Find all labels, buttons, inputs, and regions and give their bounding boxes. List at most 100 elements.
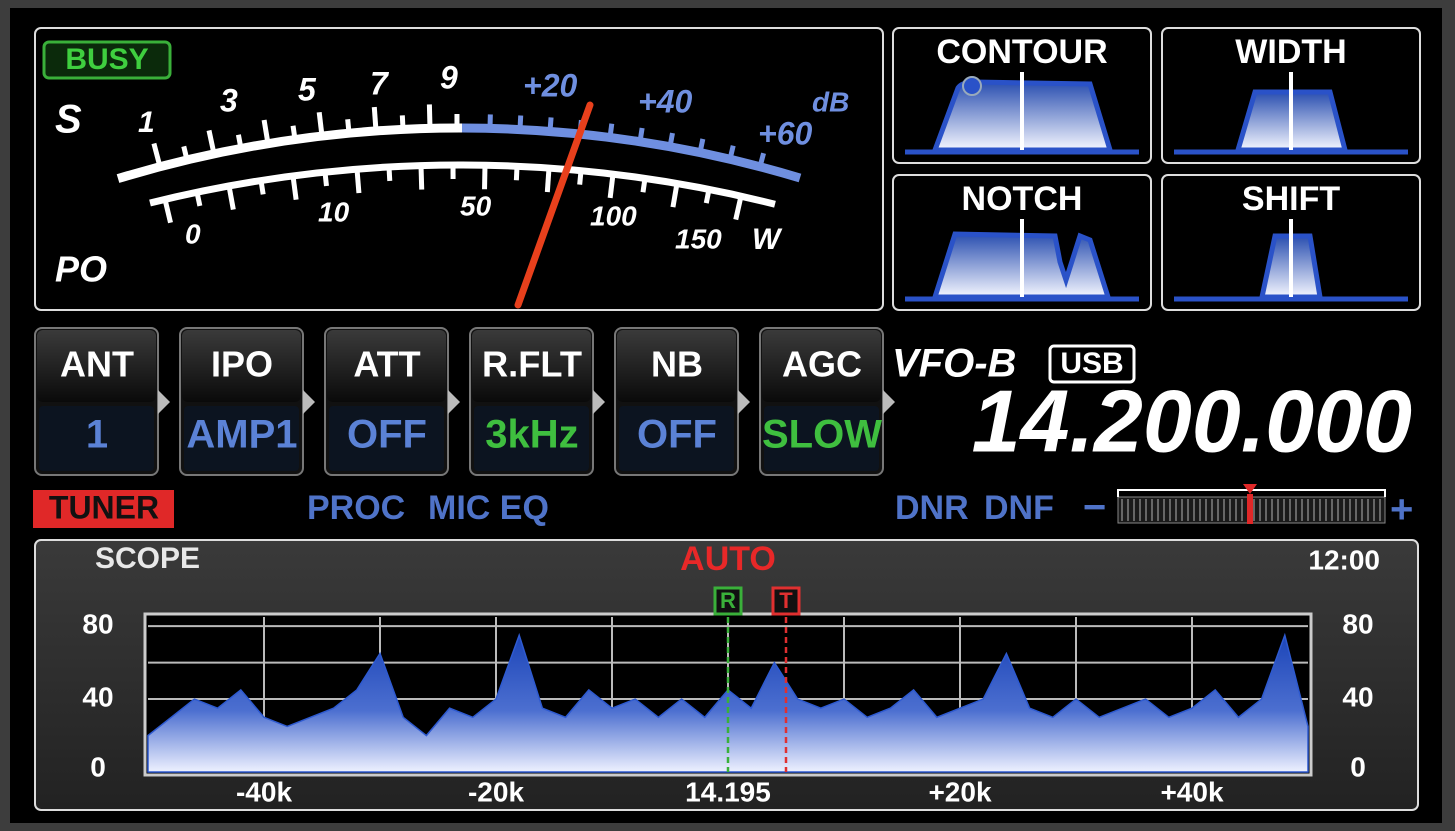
button-bottom	[39, 406, 154, 471]
minus: −	[1083, 486, 1106, 530]
y-tick-label: 0	[90, 751, 106, 782]
y-tick-label: 40	[82, 681, 113, 712]
meter-tick	[290, 175, 299, 201]
meter-tick	[194, 191, 203, 207]
meter-tick	[703, 188, 712, 204]
button-arrow	[738, 390, 750, 414]
button-top	[762, 330, 881, 402]
meter-tick	[517, 115, 524, 130]
meter-tick	[258, 180, 266, 195]
button-bottom	[474, 406, 589, 471]
button-arrow	[158, 390, 170, 414]
busy-badge	[42, 40, 172, 80]
dnf: DNF	[984, 489, 1054, 527]
filter-label: NOTCH	[962, 180, 1083, 218]
frequency: 14.200.000	[972, 371, 1412, 470]
meter-tick	[290, 125, 298, 140]
meter-tick	[607, 173, 616, 199]
meter-tick	[733, 195, 744, 221]
x-tick-label: -40k	[236, 776, 292, 807]
x-tick-label: +20k	[928, 776, 991, 807]
po-scale: 0	[185, 218, 201, 249]
scope-mode: AUTO	[680, 540, 776, 578]
x-tick-label: -20k	[468, 776, 524, 807]
meter-tick	[386, 166, 393, 182]
meter-tick	[426, 104, 433, 129]
meter-tick	[670, 183, 680, 208]
button-value: OFF	[347, 413, 427, 457]
s-scale: 9	[440, 59, 458, 95]
button-top	[617, 330, 736, 402]
marker-badge	[713, 586, 743, 616]
db-scale: +20	[523, 67, 577, 103]
button-value: 3kHz	[485, 413, 578, 457]
meter-tick	[354, 168, 362, 194]
button-top	[37, 330, 156, 402]
button-label: NB	[651, 344, 703, 385]
meter-arc	[461, 123, 802, 183]
y-tick-label: 40	[1342, 681, 1373, 712]
po-scale: 50	[460, 190, 492, 221]
po-unit: W	[752, 223, 783, 256]
po-scale: 100	[590, 200, 637, 231]
button-arrow	[593, 390, 605, 414]
meter-tick	[151, 142, 163, 168]
meter-tick	[577, 170, 584, 185]
button-bottom	[619, 406, 734, 471]
meter-arc	[149, 161, 776, 208]
meter-tick	[399, 115, 406, 130]
db-scale: +60	[758, 115, 812, 151]
dnr: DNR	[895, 489, 969, 527]
button-top	[182, 330, 301, 402]
slider-pos	[1247, 494, 1253, 524]
button-label: IPO	[211, 344, 273, 385]
meter-tick	[757, 152, 766, 168]
po-scale: 150	[675, 223, 722, 254]
meter-scale	[116, 104, 802, 224]
s-scale: 5	[298, 71, 317, 107]
mic-eq: MIC EQ	[428, 489, 549, 527]
meter-tick	[418, 165, 425, 190]
button-arrow	[883, 390, 895, 414]
po-label: PO	[55, 249, 107, 290]
clock: 12:00	[1308, 544, 1380, 575]
meter-tick	[235, 134, 244, 149]
contour-knob	[962, 76, 982, 96]
marker-label: T	[779, 588, 793, 613]
meter-tick	[544, 167, 552, 193]
button-bottom	[184, 406, 299, 471]
button-value: AMP1	[186, 413, 297, 457]
meter-tick	[226, 185, 236, 211]
meter-tick	[727, 145, 736, 160]
button-label: AGC	[782, 344, 862, 385]
mode-badge	[1048, 344, 1136, 384]
mode: USB	[1060, 347, 1123, 380]
po-scale: 10	[318, 196, 350, 227]
meter-tick	[697, 138, 706, 154]
plus: +	[1390, 488, 1413, 532]
scope-chart: R T 0 0 40 40 80 80 -40k -20k 14.195 +20k +40k	[82, 586, 1374, 807]
meter-arc	[116, 123, 463, 183]
marker-label: R	[720, 588, 736, 613]
meter-tick	[667, 132, 675, 148]
s-label: S	[55, 98, 82, 142]
filter-label: CONTOUR	[936, 33, 1107, 71]
meter-tick	[371, 106, 379, 132]
s-scale: 1	[138, 106, 155, 139]
button-top	[327, 330, 446, 402]
meter-tick	[607, 123, 615, 138]
db-unit: dB	[812, 86, 849, 117]
buttons: ANT 1 IPO AMP1 ATT OFF R.FLT 3kHz NB OFF AGC SLOW	[34, 327, 895, 476]
filter-label: SHIFT	[1242, 180, 1340, 218]
button-value: 1	[86, 413, 108, 457]
tuner-badge	[33, 490, 174, 528]
button-value: SLOW	[762, 413, 882, 457]
x-tick-label: +40k	[1160, 776, 1223, 807]
meter-tick	[345, 119, 352, 134]
x-tick-label: 14.195	[685, 776, 771, 807]
button-label: R.FLT	[482, 344, 582, 385]
level-slider	[1117, 484, 1386, 524]
slider-pointer	[1243, 484, 1257, 494]
button-label: ANT	[60, 344, 134, 385]
